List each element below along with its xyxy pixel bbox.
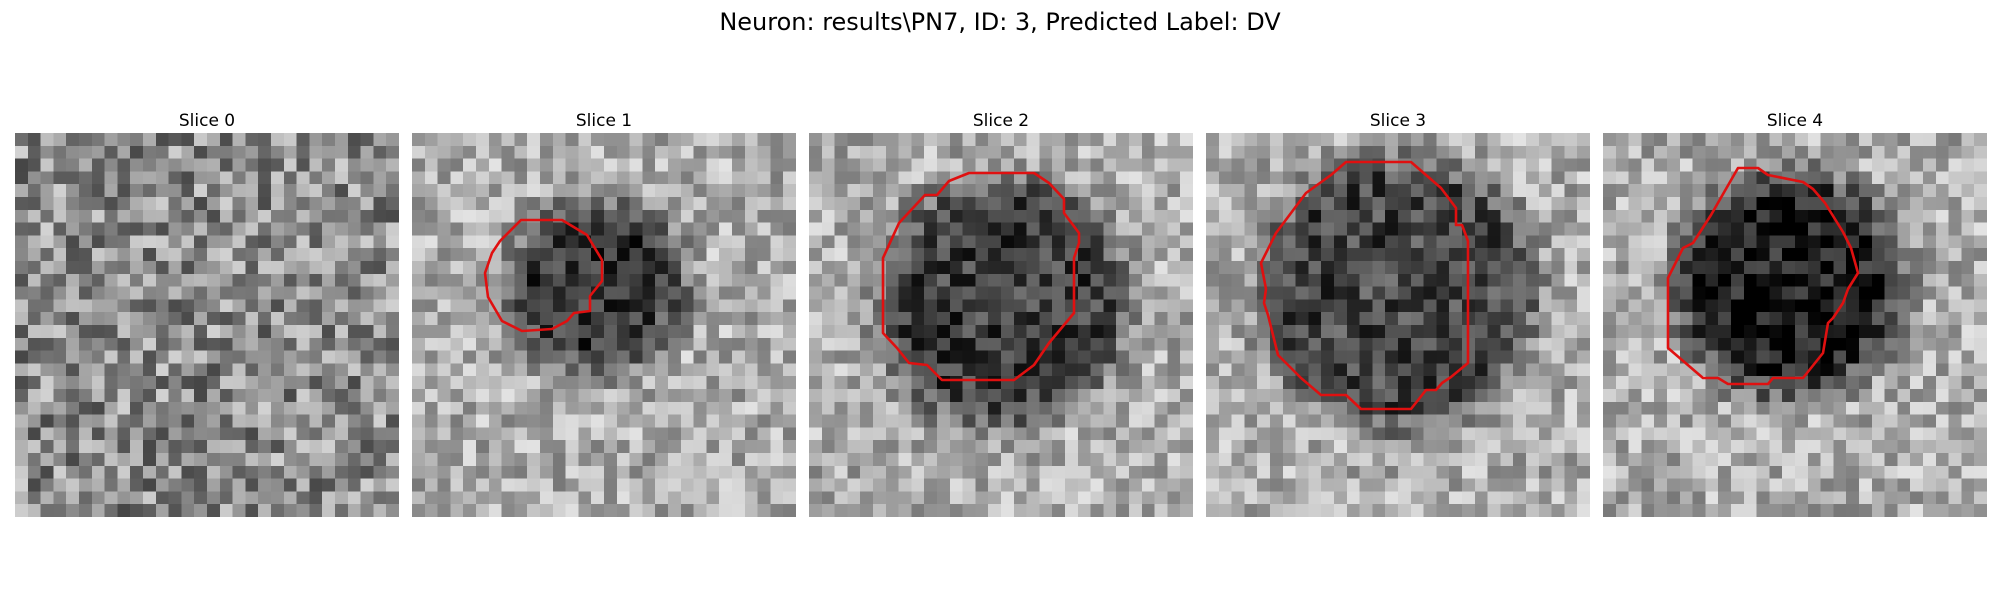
slice-panel-3: Slice 3 bbox=[1206, 111, 1590, 517]
slice-panel-4: Slice 4 bbox=[1603, 111, 1987, 517]
pixel-grid bbox=[1603, 133, 1987, 517]
segmentation-outline bbox=[1666, 166, 1860, 386]
slice-title: Slice 0 bbox=[178, 111, 236, 131]
segmentation-outline bbox=[1259, 160, 1470, 411]
pixel-grid bbox=[1206, 133, 1590, 517]
slice-image bbox=[1603, 133, 1987, 517]
slice-panel-0: Slice 0 bbox=[15, 111, 399, 517]
slice-image bbox=[412, 133, 796, 517]
pixel-grid bbox=[15, 133, 399, 517]
slice-title: Slice 2 bbox=[972, 111, 1030, 131]
figure-title: Neuron: results\PN7, ID: 3, Predicted La… bbox=[719, 8, 1281, 36]
slice-title: Slice 4 bbox=[1766, 111, 1824, 131]
pixel-grid bbox=[412, 133, 796, 517]
slice-image bbox=[809, 133, 1193, 517]
pixel-grid bbox=[809, 133, 1193, 517]
slice-image bbox=[15, 133, 399, 517]
segmentation-outline bbox=[483, 218, 604, 333]
slice-title: Slice 3 bbox=[1369, 111, 1427, 131]
segmentation-outline bbox=[881, 171, 1081, 382]
slice-image bbox=[1206, 133, 1590, 517]
slice-panel-2: Slice 2 bbox=[809, 111, 1193, 517]
slice-title: Slice 1 bbox=[575, 111, 633, 131]
slice-panel-1: Slice 1 bbox=[412, 111, 796, 517]
